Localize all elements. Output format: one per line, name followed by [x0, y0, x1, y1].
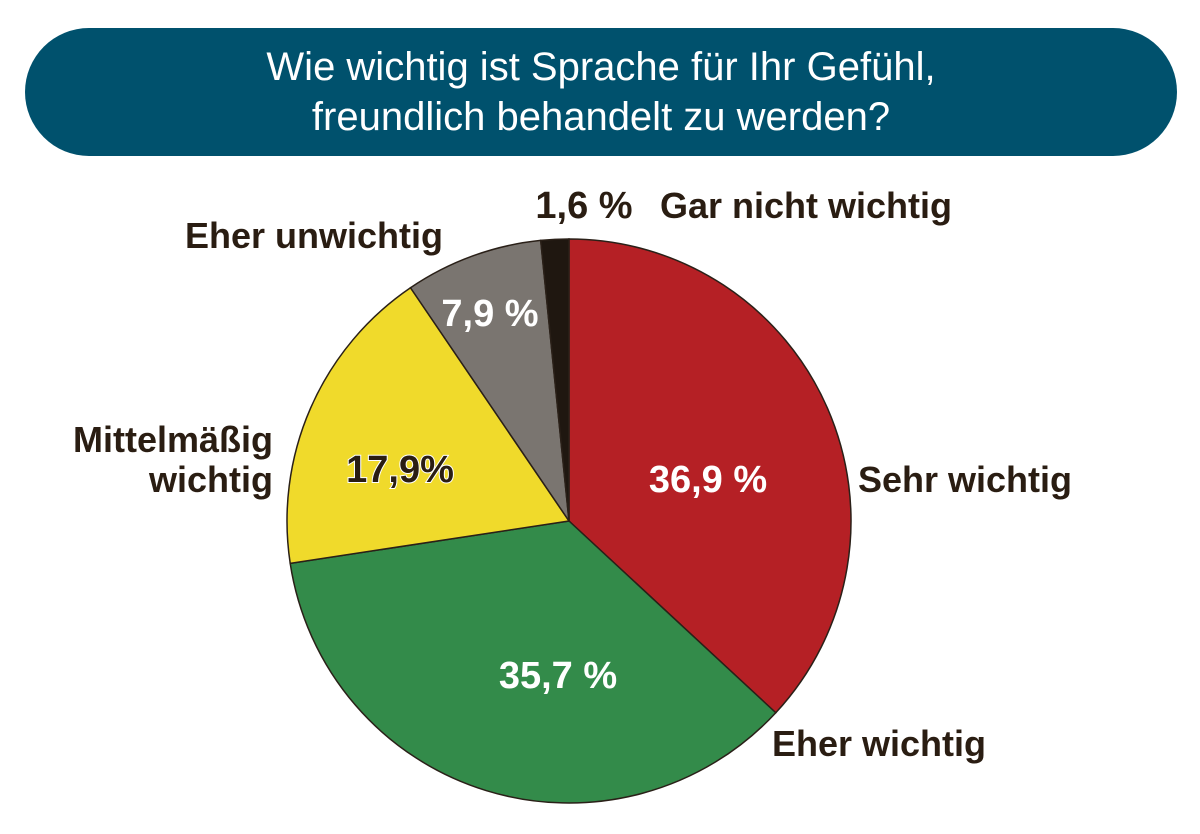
pie-value-label-1: 36,9 % [649, 459, 767, 501]
pie-category-label-2: Eher wichtig [772, 723, 986, 764]
pie-slice-2 [289, 520, 777, 804]
pie-slice-5 [539, 238, 570, 522]
pie-category-label-3: Mittelmäßig wichtig [73, 419, 273, 500]
pie-slice-1 [568, 238, 852, 714]
pie-category-label-4: Eher unwichtig [185, 215, 443, 256]
chart-title-banner: Wie wichtig ist Sprache für Ihr Gefühl, … [25, 28, 1177, 156]
pie-value-label-2: 35,7 % [499, 655, 617, 697]
chart-title-line-1: Wie wichtig ist Sprache für Ihr Gefühl, [266, 45, 936, 89]
pie-category-label-5: Gar nicht wichtig [660, 185, 952, 226]
pie-slice-3 [286, 286, 571, 565]
pie-value-label-4: 7,9 % [441, 293, 538, 335]
pie-slice-4 [409, 239, 570, 522]
pie-value-label-3: 17,9% [346, 449, 454, 491]
pie-value-label-5: 1,6 % [535, 185, 632, 227]
pie-category-label-1: Sehr wichtig [858, 459, 1072, 500]
chart-title-line-2: freundlich behandelt zu werden? [311, 95, 891, 139]
